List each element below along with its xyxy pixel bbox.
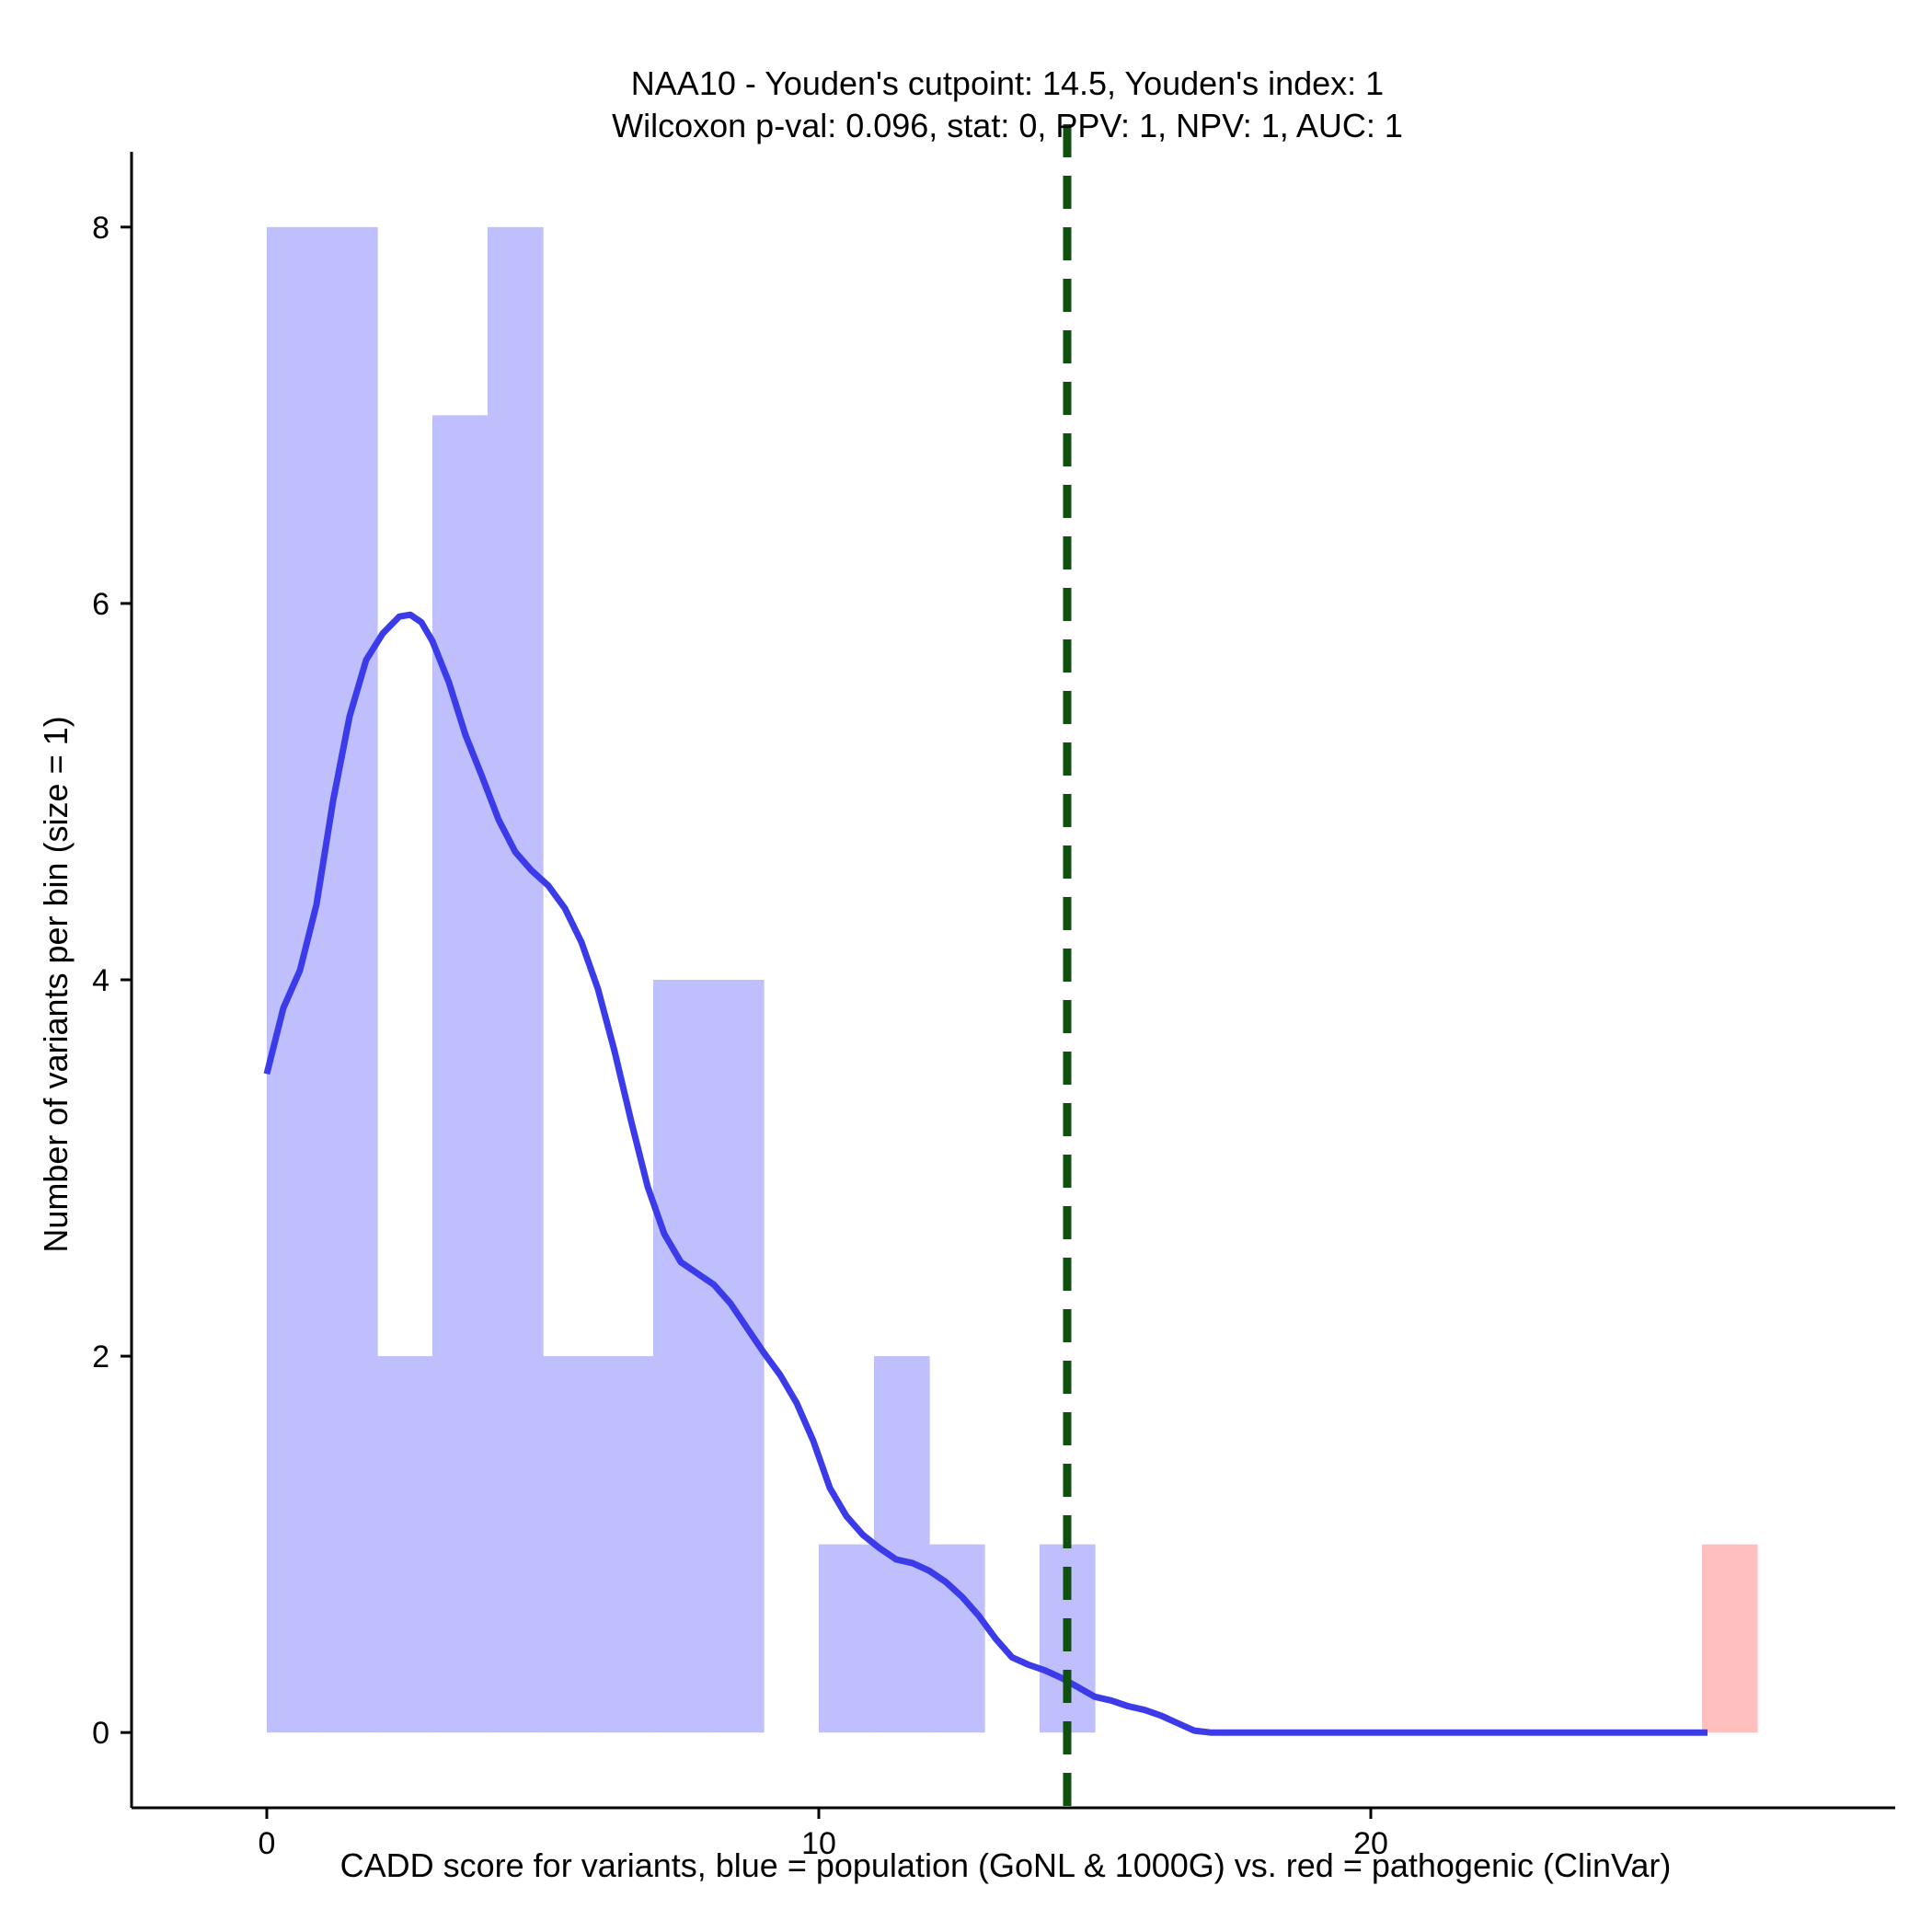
- population-bar: [653, 980, 709, 1733]
- y-tick-label: 0: [92, 1716, 109, 1751]
- population-bar: [598, 1356, 654, 1733]
- histogram-bars: [267, 226, 1758, 1733]
- population-bar: [432, 415, 489, 1733]
- x-axis-label: CADD score for variants, blue = populati…: [340, 1846, 1672, 1884]
- x-tick-label: 10: [801, 1826, 836, 1861]
- y-tick-label: 2: [92, 1340, 109, 1374]
- population-bar: [322, 226, 378, 1733]
- x-tick-label: 0: [259, 1826, 276, 1861]
- y-axis-ticks: 0 2 4 6 8: [92, 211, 132, 1751]
- density-curve-layer: [263, 611, 1708, 1736]
- chart-title-line-2: Wilcoxon p-val: 0.096, stat: 0, PPV: 1, …: [612, 107, 1403, 144]
- chart-title-line-1: NAA10 - Youden's cutpoint: 14.5, Youden'…: [631, 64, 1384, 102]
- population-bar: [874, 1356, 930, 1733]
- population-bar: [819, 1544, 875, 1733]
- y-tick-label: 8: [92, 211, 109, 246]
- population-bar: [543, 1356, 599, 1733]
- density-curve: [263, 611, 1708, 1736]
- y-tick-label: 4: [92, 963, 109, 998]
- y-axis-label: Number of variants per bin (size = 1): [37, 716, 75, 1252]
- y-tick-label: 6: [92, 587, 109, 622]
- population-bar: [488, 226, 544, 1733]
- x-tick-label: 20: [1353, 1826, 1388, 1861]
- population-bar: [708, 980, 765, 1733]
- x-axis-ticks: 0 10 20: [259, 1808, 1388, 1861]
- pathogenic-bar: [1702, 1544, 1758, 1733]
- population-bar: [377, 1356, 433, 1733]
